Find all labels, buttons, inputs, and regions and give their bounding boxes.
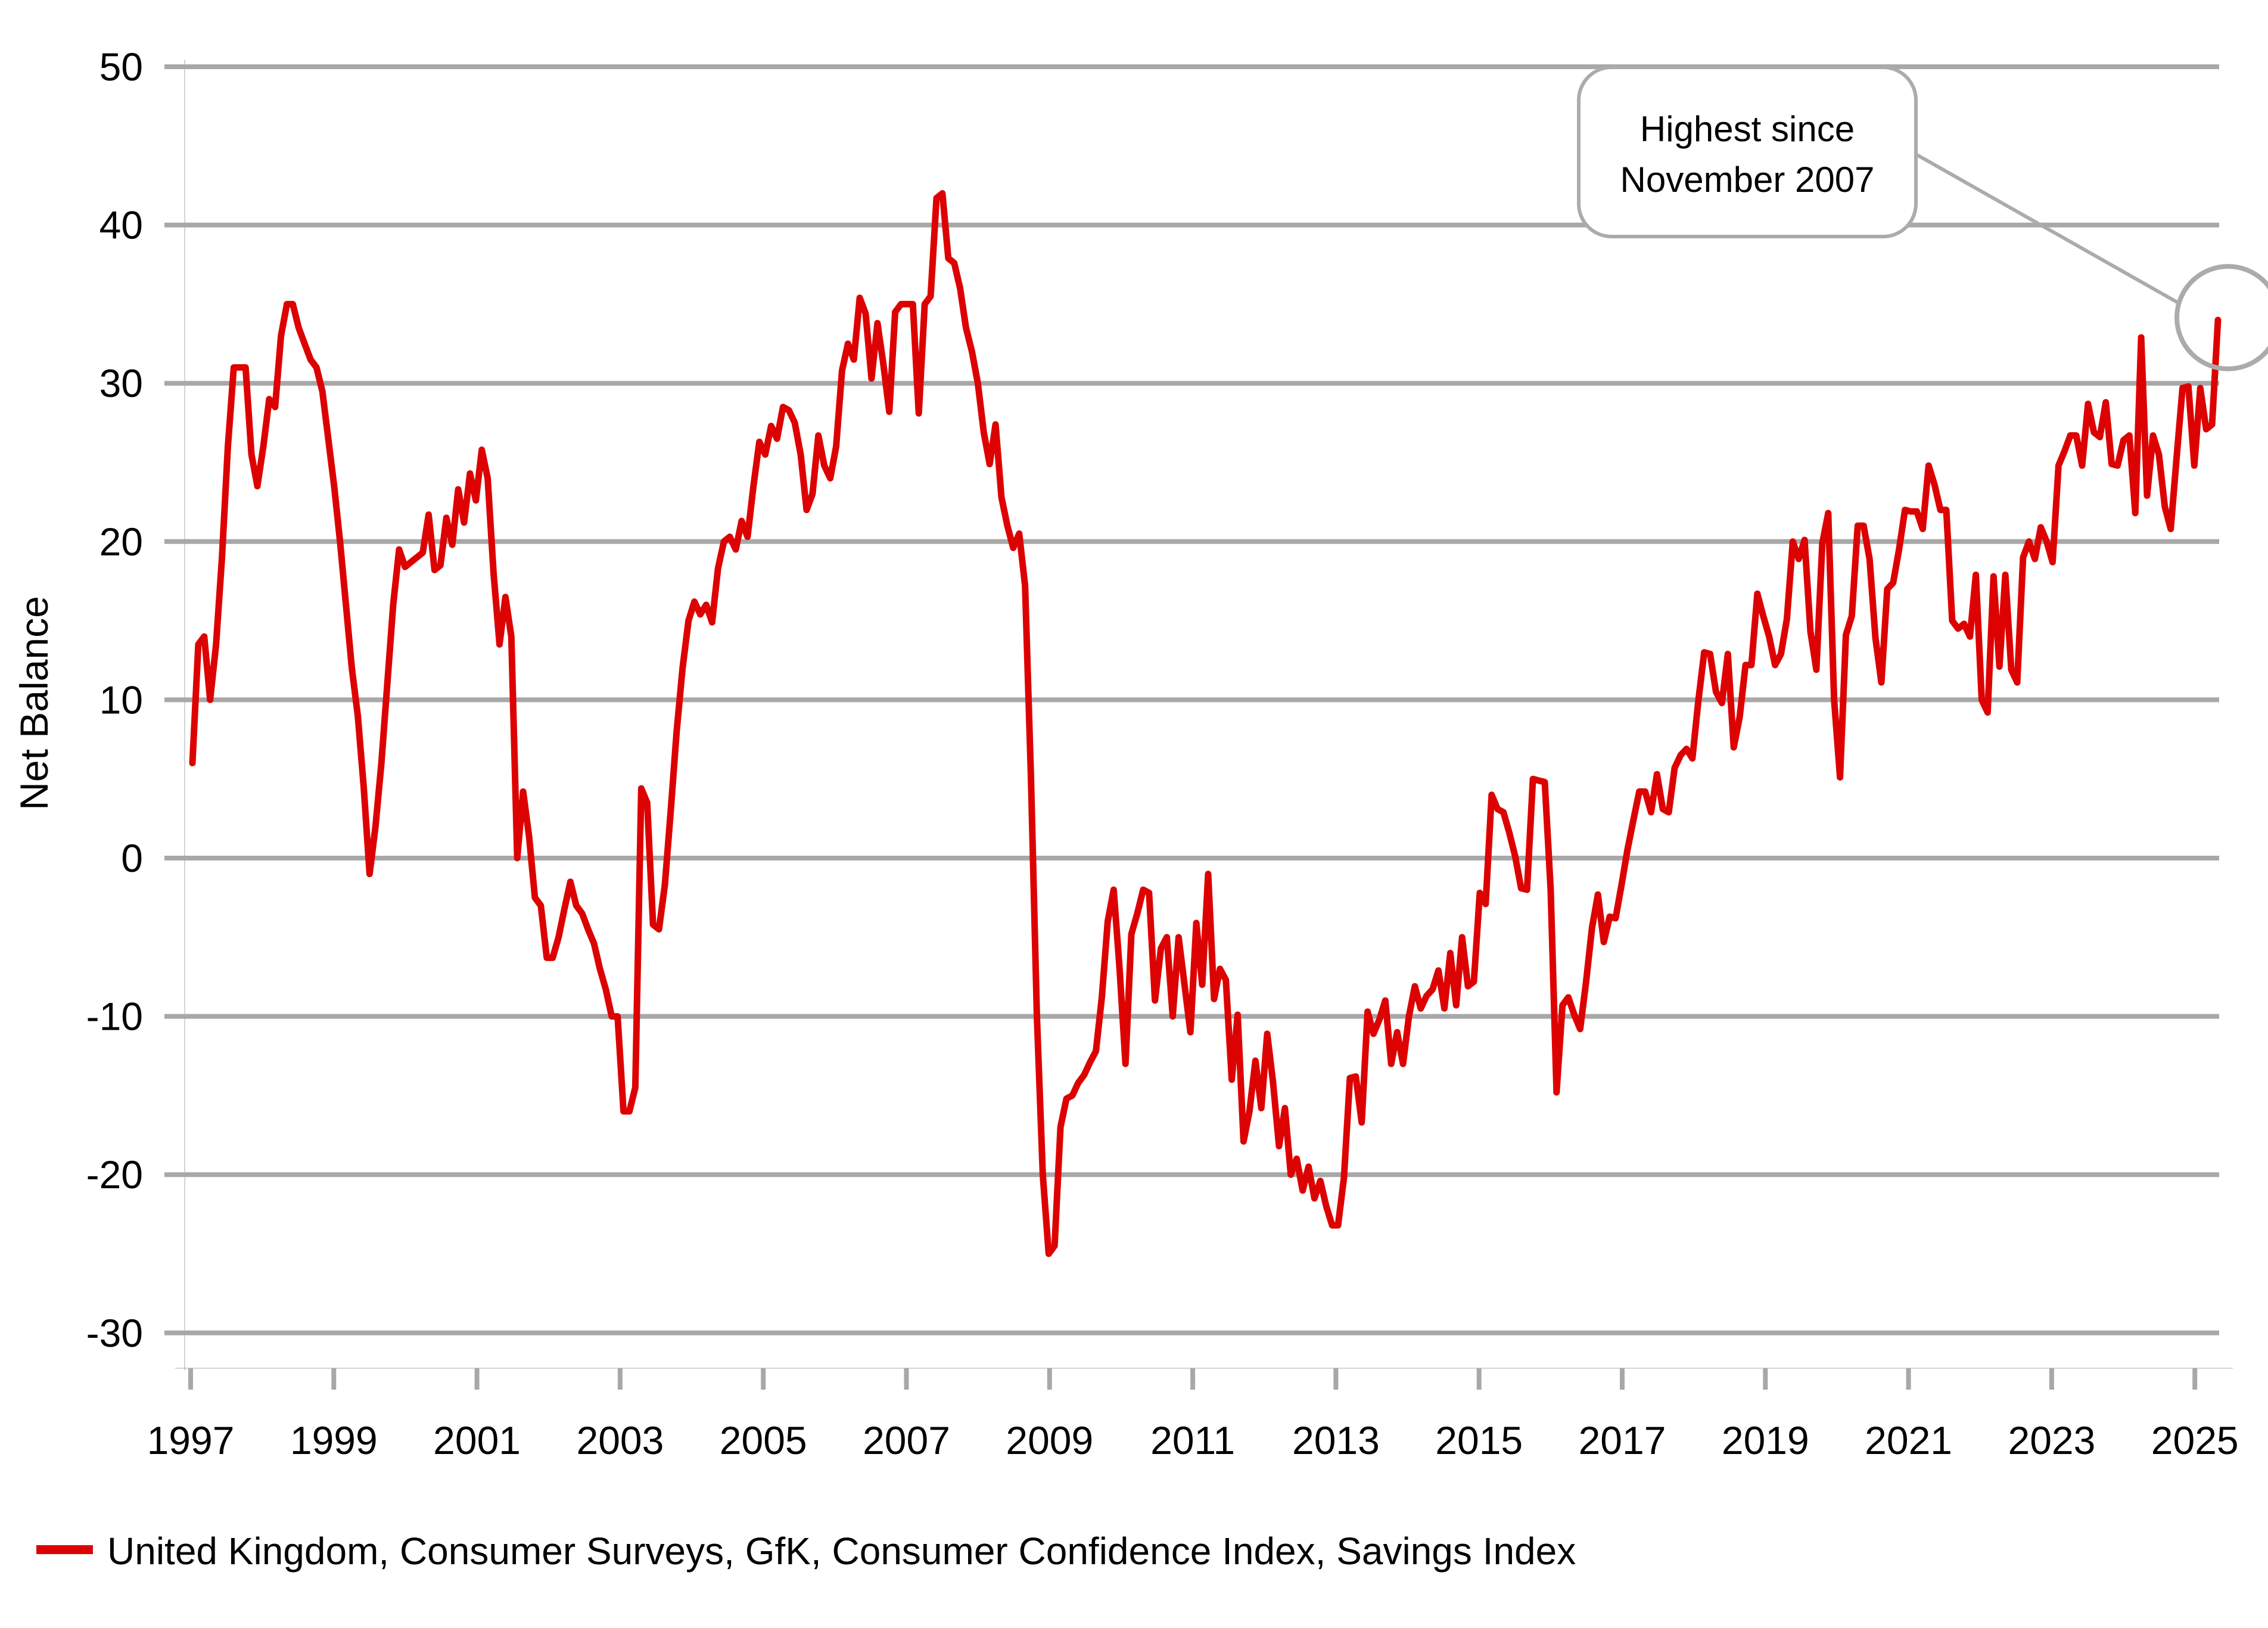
x-tick-label: 2007 <box>863 1418 950 1462</box>
x-tick-label: 2013 <box>1292 1418 1380 1462</box>
x-tick-label: 2009 <box>1006 1418 1093 1462</box>
legend-series-swatch <box>36 1545 93 1554</box>
y-tick-label: -10 <box>86 995 143 1039</box>
y-axis-title: Net Balance <box>12 596 56 810</box>
y-tick-label: 30 <box>99 361 143 405</box>
x-tick-label: 2019 <box>1722 1418 1809 1462</box>
x-tick-label: 2023 <box>2008 1418 2095 1462</box>
x-tick-label: 2003 <box>576 1418 664 1462</box>
y-tick-label: 10 <box>99 678 143 722</box>
x-tick-label: 2015 <box>1435 1418 1523 1462</box>
annotation-highlight-circle <box>2174 264 2268 371</box>
y-tick-label: 40 <box>99 203 143 247</box>
y-tick-label: -30 <box>86 1311 143 1355</box>
legend-series-label: United Kingdom, Consumer Surveys, GfK, C… <box>107 1530 1576 1573</box>
legend: United Kingdom, Consumer Surveys, GfK, C… <box>36 1530 1576 1573</box>
x-tick-label: 2017 <box>1579 1418 1666 1462</box>
x-tick-label: 2001 <box>433 1418 521 1462</box>
annotation-callout-box <box>1577 66 1918 238</box>
y-tick-label: 0 <box>121 836 143 880</box>
annotation-text-line1: Highest since <box>1640 109 1855 149</box>
x-tick-label: 2005 <box>720 1418 807 1462</box>
x-axis-tick-labels: 1997 1999 2001 2003 2005 2007 2009 2011 2013 2015… <box>147 1418 2239 1462</box>
x-tick-label: 2011 <box>1150 1418 1235 1462</box>
x-axis-tick-marks <box>188 1368 2198 1390</box>
annotation-leader-line <box>1916 153 2179 305</box>
x-tick-label: 2021 <box>1865 1418 1952 1462</box>
series-line-uk-savings-index <box>189 190 2222 1257</box>
x-tick-label: 1997 <box>147 1418 235 1462</box>
annotation-text-line2: November 2007 <box>1620 160 1875 200</box>
y-tick-label: 50 <box>99 45 143 89</box>
x-tick-label: 1999 <box>290 1418 378 1462</box>
gridlines <box>185 64 2219 1335</box>
y-axis-tick-labels: 50 40 30 20 10 0 -10 -20 -30 <box>86 45 143 1355</box>
y-axis-tick-marks <box>164 64 185 1335</box>
x-tick-label: 2025 <box>2151 1418 2239 1462</box>
y-tick-label: -20 <box>86 1152 143 1197</box>
y-tick-label: 20 <box>99 520 143 564</box>
